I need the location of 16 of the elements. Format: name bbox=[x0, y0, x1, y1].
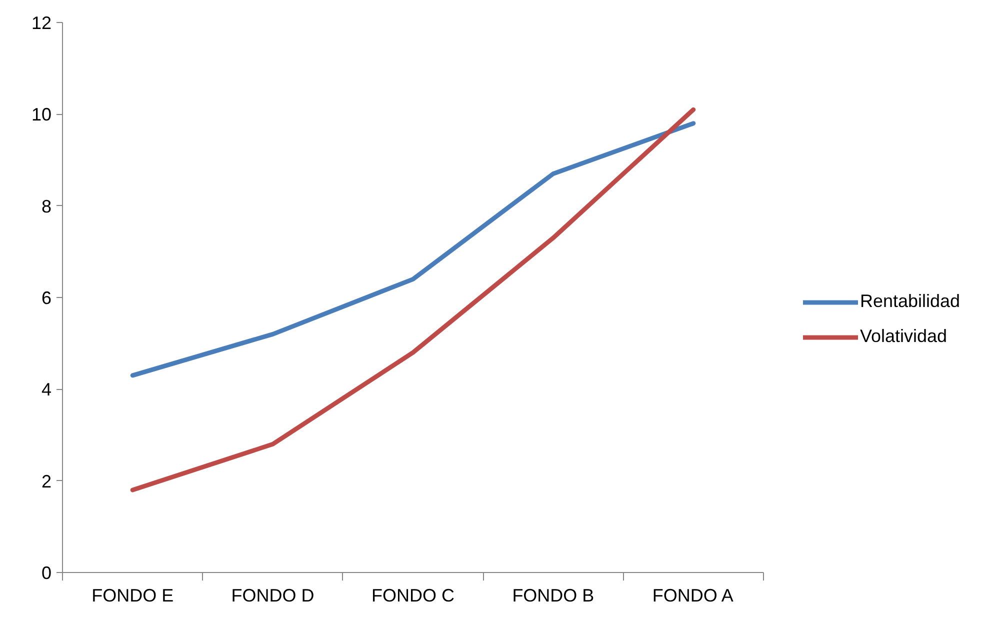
y-tick-label: 12 bbox=[31, 13, 52, 33]
x-tick-label: FONDO E bbox=[92, 586, 174, 606]
x-tick-label: FONDO C bbox=[372, 586, 454, 606]
legend-label: Rentabilidad bbox=[860, 291, 962, 312]
y-tick-label: 0 bbox=[41, 563, 52, 583]
x-tick-label: FONDO D bbox=[231, 586, 314, 606]
y-tick-label: 8 bbox=[41, 196, 52, 216]
line-series bbox=[130, 107, 696, 492]
x-tick-label: FONDO B bbox=[512, 586, 594, 606]
y-tick-label: 6 bbox=[41, 288, 52, 308]
y-tick-label: 2 bbox=[41, 471, 52, 492]
y-tick-label: 10 bbox=[31, 104, 52, 125]
x-tick-label: FONDO A bbox=[652, 586, 734, 606]
legend-label: Volatividad bbox=[860, 326, 948, 347]
line-series bbox=[130, 121, 696, 378]
y-tick-label: 4 bbox=[41, 380, 52, 400]
